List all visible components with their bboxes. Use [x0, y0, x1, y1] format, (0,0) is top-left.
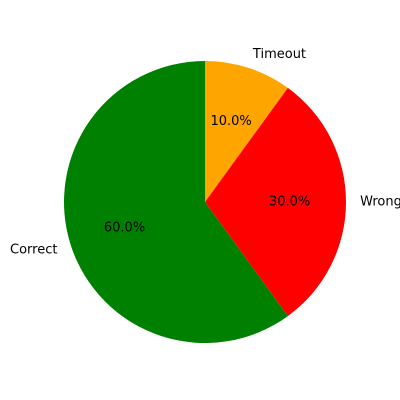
pie-slice-timeout	[205, 61, 288, 202]
pie-category-label-wrong: Wrong	[360, 195, 400, 210]
pie-slice-correct	[63, 61, 288, 344]
pie-slice-wrong	[205, 87, 346, 317]
pie-percent-label-timeout: 10.0%	[210, 114, 251, 129]
pie-category-label-timeout: Timeout	[252, 47, 306, 62]
pie-percent-label-correct: 60.0%	[104, 221, 145, 236]
pie-category-label-correct: Correct	[10, 242, 57, 257]
pie-percent-label-wrong: 30.0%	[269, 195, 310, 210]
